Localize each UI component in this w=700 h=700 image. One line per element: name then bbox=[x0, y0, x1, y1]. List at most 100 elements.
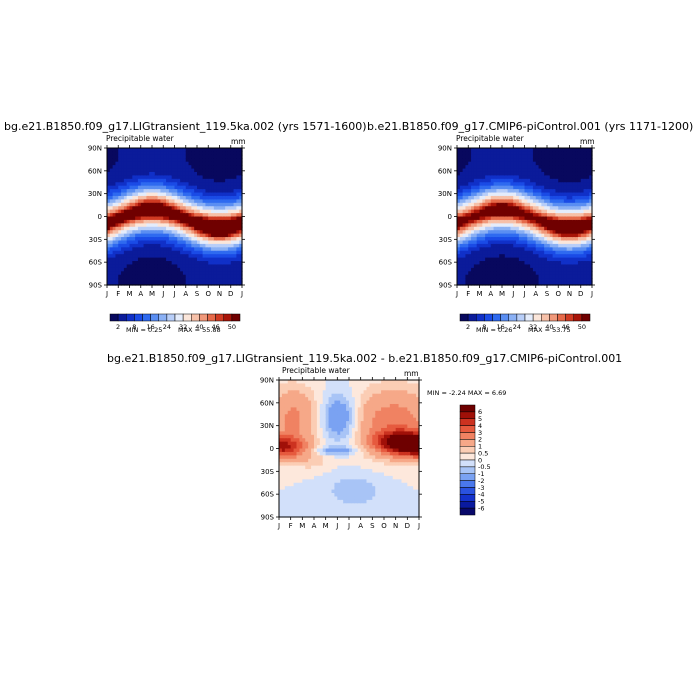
contour-cell bbox=[586, 250, 590, 255]
contour-cell bbox=[171, 230, 176, 235]
colorbar-swatch bbox=[109, 313, 119, 322]
contour-cell bbox=[216, 151, 221, 156]
contour-cell bbox=[194, 185, 198, 190]
contour-cell bbox=[230, 226, 235, 231]
contour-cell bbox=[308, 489, 312, 494]
contour-cell bbox=[493, 178, 497, 183]
contour-cell bbox=[157, 267, 162, 272]
colorbar-swatch bbox=[207, 313, 216, 322]
contour-cell bbox=[549, 161, 554, 166]
contour-cell bbox=[222, 161, 226, 166]
contour-cell bbox=[547, 148, 551, 153]
contour-cell bbox=[107, 165, 111, 170]
contour-cell bbox=[535, 219, 540, 224]
contour-cell bbox=[507, 182, 512, 187]
contour-cell bbox=[499, 240, 503, 245]
contour-cell bbox=[239, 189, 243, 194]
contour-cell bbox=[168, 148, 173, 153]
contour-cell bbox=[157, 257, 162, 262]
contour-cell bbox=[149, 257, 153, 262]
contour-cell bbox=[334, 431, 338, 436]
contour-cell bbox=[535, 216, 540, 221]
contour-cell bbox=[337, 390, 341, 395]
contour-cell bbox=[544, 237, 548, 242]
contour-cell bbox=[547, 178, 551, 183]
contour-cell bbox=[107, 175, 111, 180]
contour-cell bbox=[185, 254, 190, 259]
contour-cell bbox=[239, 247, 243, 252]
contour-cell bbox=[154, 240, 159, 245]
contour-cell bbox=[577, 185, 582, 190]
contour-cell bbox=[337, 475, 341, 480]
contour-cell bbox=[547, 219, 551, 224]
contour-cell bbox=[168, 192, 173, 197]
contour-cell bbox=[182, 206, 187, 211]
contour-cell bbox=[510, 278, 514, 283]
contour-cell bbox=[555, 165, 559, 170]
contour-cell bbox=[552, 254, 557, 259]
contour-cell bbox=[180, 192, 184, 197]
contour-cell bbox=[239, 274, 243, 279]
contour-cell bbox=[174, 278, 178, 283]
contour-cell bbox=[493, 158, 497, 163]
contour-cell bbox=[343, 427, 347, 432]
contour-cell bbox=[180, 271, 184, 276]
contour-cell bbox=[547, 274, 551, 279]
contour-cell bbox=[115, 213, 119, 218]
contour-cell bbox=[174, 185, 178, 190]
contour-cell bbox=[121, 171, 125, 176]
contour-cell bbox=[493, 161, 497, 166]
contour-cell bbox=[319, 479, 324, 484]
contour-cell bbox=[479, 267, 483, 272]
contour-cell bbox=[296, 486, 301, 491]
contour-cell bbox=[513, 148, 517, 153]
contour-cell bbox=[337, 434, 341, 439]
contour-cell bbox=[132, 264, 136, 269]
contour-cell bbox=[293, 424, 298, 429]
contour-cell bbox=[516, 213, 520, 218]
contour-cell bbox=[197, 192, 201, 197]
contour-cell bbox=[199, 199, 204, 204]
contour-cell bbox=[493, 209, 497, 214]
contour-cell bbox=[115, 250, 119, 255]
contour-cell bbox=[580, 148, 585, 153]
contour-cell bbox=[152, 185, 156, 190]
contour-cell bbox=[132, 206, 136, 211]
contour-cell bbox=[160, 230, 164, 235]
contour-cell bbox=[230, 168, 235, 173]
contour-cell bbox=[479, 168, 483, 173]
contour-cell bbox=[180, 151, 184, 156]
contour-cell bbox=[527, 192, 531, 197]
contour-cell bbox=[227, 278, 232, 283]
contour-cell bbox=[152, 278, 156, 283]
contour-cell bbox=[121, 148, 125, 153]
contour-cell bbox=[180, 278, 184, 283]
contour-cell bbox=[473, 154, 478, 159]
contour-cell bbox=[487, 185, 492, 190]
contour-cell bbox=[182, 158, 187, 163]
contour-cell bbox=[502, 278, 506, 283]
contour-cell bbox=[316, 510, 321, 515]
contour-cell bbox=[521, 206, 526, 211]
contour-cell bbox=[160, 202, 164, 207]
contour-cell bbox=[577, 254, 582, 259]
contour-cell bbox=[146, 281, 150, 286]
contour-cell bbox=[146, 175, 150, 180]
contour-cell bbox=[485, 199, 489, 204]
contour-cell bbox=[208, 202, 212, 207]
contour-cell bbox=[541, 148, 545, 153]
contour-cell bbox=[530, 226, 534, 231]
contour-cell bbox=[510, 243, 514, 248]
contour-cell bbox=[575, 185, 579, 190]
contour-cell bbox=[121, 195, 125, 200]
contour-cell bbox=[182, 148, 187, 153]
contour-cell bbox=[216, 206, 221, 211]
contour-cell bbox=[287, 380, 292, 385]
contour-cell bbox=[513, 182, 517, 187]
contour-cell bbox=[137, 209, 142, 214]
contour-cell bbox=[279, 421, 283, 426]
contour-cell bbox=[510, 182, 514, 187]
contour-cell bbox=[558, 148, 562, 153]
x-tick-label: J bbox=[590, 290, 593, 298]
contour-cell bbox=[563, 182, 568, 187]
